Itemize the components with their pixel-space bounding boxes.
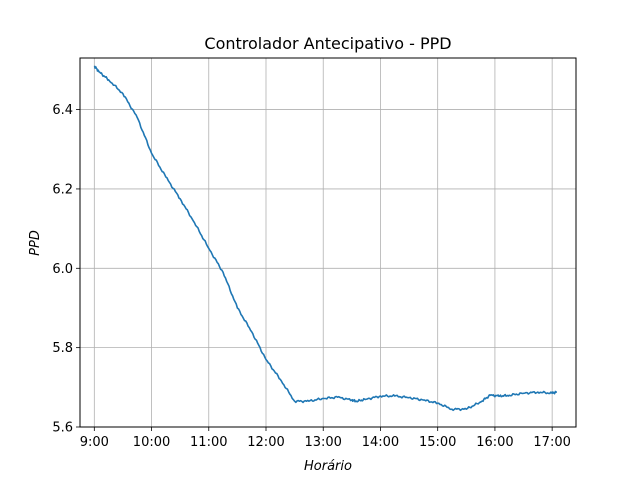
y-tick-label: 6.0 [52,262,73,277]
y-tick-label: 5.6 [52,421,73,436]
x-tick-label: 17:00 [533,435,570,450]
plot-frame [79,57,577,428]
y-axis-label: PPD [28,230,43,256]
x-axis-label: Horário [304,459,352,474]
chart-title: Controlador Antecipativo - PPD [204,34,451,53]
x-tick-label: 12:00 [247,435,284,450]
x-tick-label: 11:00 [190,435,227,450]
x-tick-label: 10:00 [133,435,170,450]
x-tick-label: 9:00 [80,435,109,450]
y-tick-label: 5.8 [52,341,73,356]
series-line [93,65,558,412]
y-tick-label: 6.4 [52,103,73,118]
y-tick-label: 6.2 [52,182,73,197]
x-tick-label: 14:00 [362,435,399,450]
grid-lines [80,58,576,428]
x-tick-label: 16:00 [476,435,513,450]
x-axis-ticks: 9:00 10:00 11:00 12:00 13:00 14:00 15:00 16:00 1… [80,427,571,450]
x-tick-label: 13:00 [304,435,341,450]
x-tick-label: 15:00 [419,435,456,450]
y-axis-ticks: 5.6 5.8 6.0 6.2 6.4 [52,103,80,436]
